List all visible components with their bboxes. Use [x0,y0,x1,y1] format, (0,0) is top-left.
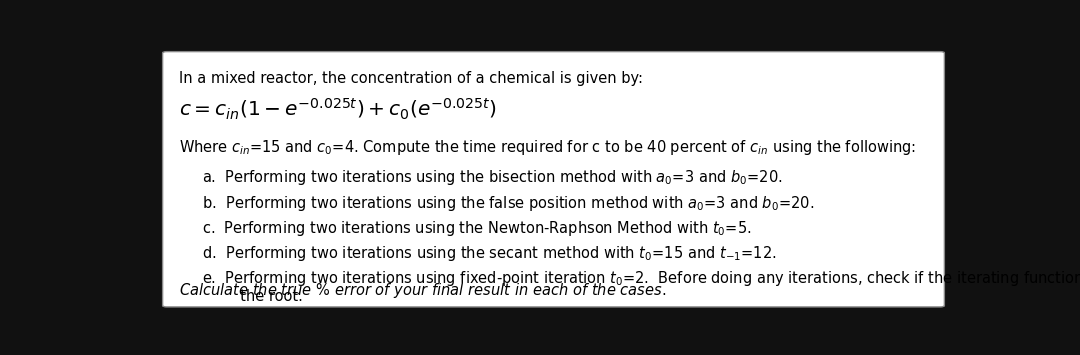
Text: In a mixed reactor, the concentration of a chemical is given by:: In a mixed reactor, the concentration of… [178,71,643,86]
Text: c.  Performing two iterations using the Newton-Raphson Method with $t_0$=5.: c. Performing two iterations using the N… [202,219,752,239]
Text: a.  Performing two iterations using the bisection method with $a_0$=3 and $b_0$=: a. Performing two iterations using the b… [202,168,783,187]
Text: the root.: the root. [217,289,302,304]
Text: e.  Performing two iterations using fixed-point iteration $t_0$=2.  Before doing: e. Performing two iterations using fixed… [202,269,1080,289]
Text: $\mathit{Calculate\ the\ true\ \%\ error\ of\ your\ final\ result\ in\ each\ of\: $\mathit{Calculate\ the\ true\ \%\ error… [178,281,665,300]
Text: b.  Performing two iterations using the false position method with $a_0$=3 and $: b. Performing two iterations using the f… [202,194,814,213]
Text: Where $c_{in}$=15 and $c_0$=4. Compute the time required for c to be 40 percent : Where $c_{in}$=15 and $c_0$=4. Compute t… [178,138,916,157]
Text: d.  Performing two iterations using the secant method with $t_0$=15 and $t_{-1}$: d. Performing two iterations using the s… [202,244,777,263]
FancyBboxPatch shape [163,51,944,307]
Text: $c = c_{in}(1-e^{-0.025t})+c_0(e^{-0.025t})$: $c = c_{in}(1-e^{-0.025t})+c_0(e^{-0.025… [178,97,496,122]
